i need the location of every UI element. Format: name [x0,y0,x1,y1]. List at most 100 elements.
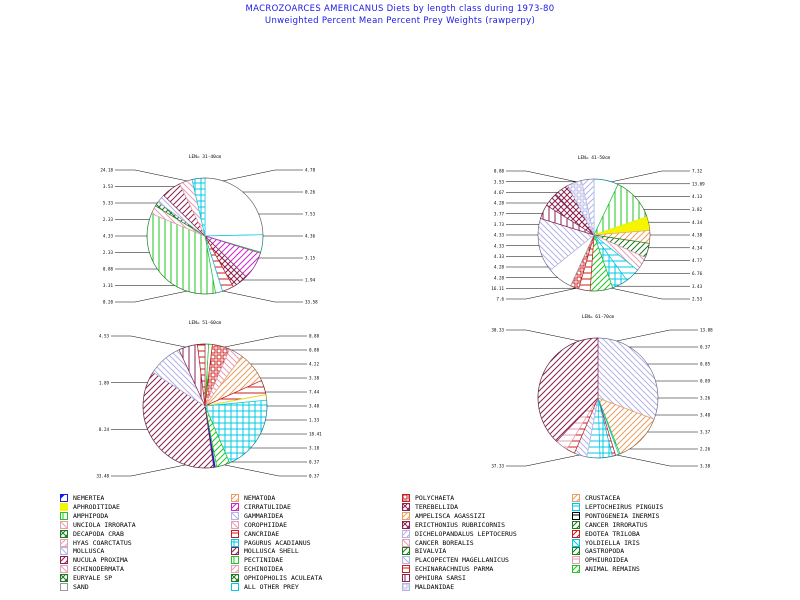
slice-value-label: 4.33 [494,243,505,248]
legend-label: MOLLUSCA SHELL [244,547,299,556]
slice-value-label: 7.32 [692,169,703,174]
slice-value-label: 3.82 [692,207,703,212]
slice-value-label: 2.26 [700,447,711,452]
leader-line [611,170,690,183]
slice-value-label: 5.33 [103,201,114,206]
legend-label: CIRRATULIDAE [244,502,291,511]
legend-label: HYAS COARCTATUS [73,538,132,547]
slice-value-label: 3.77 [494,211,505,216]
legend-swatch [402,565,410,574]
leader-line [224,335,307,348]
slice-value-label: 3.38 [309,376,320,381]
legend-label: OPHIOPHOLIS ACULEATA [244,574,323,583]
legend-swatch [402,547,410,556]
slice-value-label: 7.6 [496,297,504,302]
slice-value-label: 0.89 [700,379,711,384]
legend-swatch [231,547,239,556]
slice-value-label: 3.26 [700,396,711,401]
legend-swatch [402,583,410,591]
slice-value-label: 4.33 [103,234,114,239]
slice-value-label: 0.37 [309,460,320,465]
legend-label: PAGURUS ACADIANUS [244,538,311,547]
slice-value-label: 0.88 [494,169,505,174]
legend-label: YOLDIELLA IRIS [585,538,640,547]
legend-swatch [402,502,410,511]
legend-label: LEPTOCHEIRUS PINGUIS [585,502,664,511]
legend-label: GAMMARIDEA [244,511,284,520]
slice-value-label: 4.28 [494,265,505,270]
legend-swatch [60,574,68,583]
legend-swatch [231,502,239,511]
slice-value-label: 3.48 [309,404,320,409]
slice-value-label: 3.73 [494,222,505,227]
legend-label: OPHIUROIDEA [585,556,629,565]
slice-value-label: 3.37 [700,430,711,435]
legend-label: CANCER BOREALIS [415,538,474,547]
slice-value-label: 3.18 [309,446,320,451]
slice-value-label: 4.13 [692,194,703,199]
legend-label: AMPELISCA AGASSIZI [415,511,486,520]
slice-value-label: 4.38 [692,233,703,238]
leader-line [111,464,186,477]
slice-value-label: 0.37 [700,345,711,350]
pie-chart-2: LEN= 41-50cm 0.88 3.53 4.67 4.28 3.77 3.73 4.33… [491,155,705,302]
chart-subtitle: Unweighted Percent Mean Percent Prey Wei… [264,16,536,26]
leader-line [506,329,580,342]
slice-value-label: 4.34 [692,220,703,225]
legend-label: PECTINIDAE [244,556,284,565]
slice-value-label: 33.58 [305,300,318,305]
slice-value-label: 4.36 [305,234,316,239]
legend-swatch [231,494,239,502]
slice-value-label: 2.33 [103,217,114,222]
pie-title: LEN= 31-40cm [189,154,222,160]
slice-value-label: 3.53 [103,184,114,189]
slice-value-label: 0.88 [309,334,320,339]
legend-swatch [60,494,68,502]
legend-swatch [402,529,410,538]
legend-swatch [231,538,239,547]
legend-swatch [572,556,580,565]
legend-swatch [572,511,580,520]
slice-value-label: 0.20 [103,300,114,305]
slice-value-label: 13.09 [692,181,705,186]
legend-label: MALDANIDAE [415,583,455,591]
legend-label: OPHIURA SARSI [415,574,466,583]
slice-value-label: 0.26 [305,190,316,195]
leader-line [506,454,580,467]
legend-label: DICHELOPANDALUS LEPTOCERUS [415,529,517,538]
pie-title: LEN= 61-70cm [582,314,615,320]
legend-swatch [231,565,239,574]
legend-swatch [231,574,239,583]
legend-label: DECAPODA CRAB [73,529,124,538]
legend-label: COROPHIIDAE [244,520,288,529]
slice-value-label: 8.24 [99,427,110,432]
pie-title: LEN= 41-50cm [578,155,611,161]
leader-line [506,287,577,300]
legend-swatch [572,494,580,502]
chart-title: MACROZOARCES AMERICANUS Diets by length … [245,4,555,14]
legend-swatch [231,583,239,591]
slice-value-label: 4.53 [99,334,110,339]
leader-line [616,329,698,342]
legend-swatch [572,520,580,529]
legend-label: AMPHIPODA [73,511,109,520]
leader-line [115,169,187,182]
legend-label: NEMERTEA [73,494,105,502]
legend-label: EURYALE SP [73,574,113,583]
slice-value-label: 1.94 [305,278,316,283]
slice-value-label: 3.15 [305,256,316,261]
leader-line [223,290,303,303]
slice-value-label: 7.53 [305,212,316,217]
slice-value-label: 6.76 [692,271,703,276]
slice-value-label: 3.38 [700,464,711,469]
slice-value-label: 24.18 [100,168,113,173]
legend-swatch [60,511,68,520]
slice-value-label: 3.48 [700,413,711,418]
slice-value-label: 2.53 [692,297,703,302]
legend-swatch [572,538,580,547]
leader-line [115,290,187,303]
legend-label: CRUSTACEA [585,494,621,502]
leader-line [611,287,690,300]
